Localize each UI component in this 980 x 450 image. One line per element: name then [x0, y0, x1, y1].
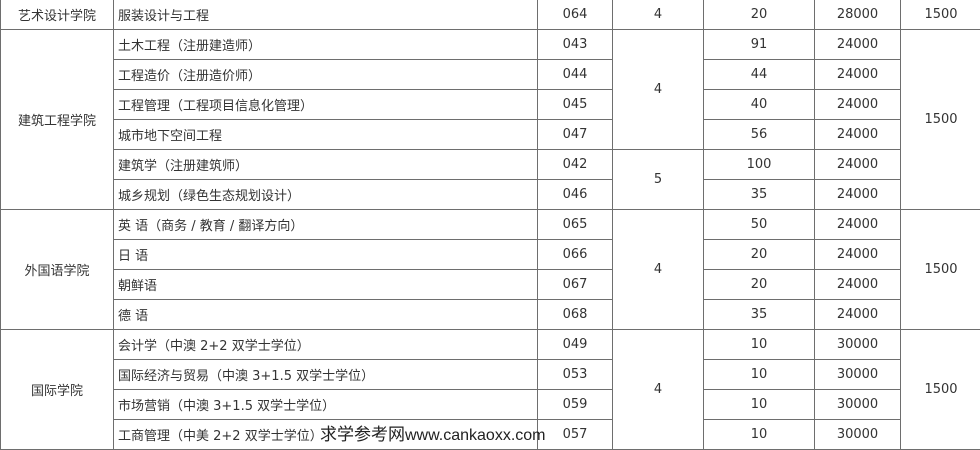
tuition-cell: 24000	[814, 269, 901, 300]
major-cell: 日 语	[113, 239, 538, 270]
tuition-cell: 24000	[814, 149, 901, 180]
fee-cell: 1500	[900, 329, 980, 450]
major-cell: 英 语（商务 / 教育 / 翻译方向）	[113, 209, 538, 240]
table-row: 城乡规划（绿色生态规划设计） 046 35 24000	[1, 179, 980, 210]
table-row: 市场营销（中澳 3+1.5 双学士学位） 059 10 30000	[1, 389, 980, 420]
college-cell: 外国语学院	[0, 209, 114, 330]
college-cell: 艺术设计学院	[0, 0, 114, 30]
code-cell: 043	[537, 29, 613, 60]
code-cell: 066	[537, 239, 613, 270]
tuition-cell: 28000	[814, 0, 901, 30]
tuition-cell: 24000	[814, 119, 901, 150]
table-row: 外国语学院英 语（商务 / 教育 / 翻译方向） 065 4 50 24000 1500	[0, 209, 980, 330]
table-row: 国际学院 会计学（中澳 2+2 双学士学位） 049 4 10 30000 1500	[0, 329, 980, 450]
tuition-cell: 24000	[814, 299, 901, 330]
fee-cell: 1500	[900, 0, 980, 30]
tuition-cell: 30000	[814, 359, 901, 390]
plan-cell: 100	[703, 149, 815, 180]
major-cell: 城市地下空间工程	[113, 119, 538, 150]
table-row: 国际经济与贸易（中澳 3+1.5 双学士学位） 053 10 30000	[1, 359, 980, 390]
plan-cell: 20	[703, 239, 815, 270]
tuition-cell: 24000	[814, 29, 901, 60]
watermark-site-name: 求学参考网	[320, 425, 405, 445]
code-cell: 067	[537, 269, 613, 300]
tuition-cell: 24000	[814, 209, 901, 240]
tuition-cell: 24000	[814, 59, 901, 90]
college-cell: 国际学院	[0, 329, 114, 450]
table-row: 建筑工程学院 土木工程（注册建造师） 043 4 91 24000 1500	[0, 29, 980, 210]
code-cell: 045	[537, 89, 613, 120]
major-cell: 建筑学（注册建筑师）	[113, 149, 538, 180]
code-cell: 053	[537, 359, 613, 390]
plan-cell: 44	[703, 59, 815, 90]
years-cell: 4	[612, 0, 704, 30]
code-cell: 044	[537, 59, 613, 90]
college-cell: 建筑工程学院	[0, 29, 114, 210]
plan-cell: 40	[703, 89, 815, 120]
major-cell: 土木工程（注册建造师）	[113, 29, 538, 60]
code-cell: 064	[537, 0, 613, 30]
plan-cell: 20	[703, 269, 815, 300]
code-cell: 068	[537, 299, 613, 330]
table-row: 朝鲜语 067 20 24000	[1, 269, 980, 300]
major-cell: 市场营销（中澳 3+1.5 双学士学位）	[113, 389, 538, 420]
table-row: 城市地下空间工程 047 56 24000	[1, 119, 980, 150]
plan-cell: 10	[703, 419, 815, 450]
tuition-cell: 30000	[814, 419, 901, 450]
code-cell: 046	[537, 179, 613, 210]
plan-cell: 20	[703, 0, 815, 30]
tuition-cell: 24000	[814, 239, 901, 270]
tuition-cell: 30000	[814, 389, 901, 420]
major-cell: 工程管理（工程项目信息化管理）	[113, 89, 538, 120]
table-row: 建筑学（注册建筑师） 042 5 100 24000	[1, 149, 980, 210]
plan-cell: 10	[703, 389, 815, 420]
years-cell: 5	[612, 149, 704, 210]
major-cell: 服装设计与工程	[113, 0, 538, 30]
table-row: 艺术设计学院 服装设计与工程 064 4 20 28000 1500	[0, 0, 980, 30]
major-cell: 德 语	[113, 299, 538, 330]
plan-cell: 50	[703, 209, 815, 240]
watermark: 求学参考网www.cankaoxx.com	[320, 424, 546, 446]
code-cell: 042	[537, 149, 613, 180]
code-cell: 065	[537, 209, 613, 240]
tuition-cell: 24000	[814, 89, 901, 120]
years-cell: 4	[612, 329, 704, 450]
table-row: 日 语 066 20 24000	[1, 239, 980, 270]
years-cell: 4	[612, 209, 704, 330]
plan-cell: 91	[703, 29, 815, 60]
fee-cell: 1500	[900, 29, 980, 210]
plan-cell: 35	[703, 299, 815, 330]
tuition-cell: 30000	[814, 329, 901, 360]
fee-cell: 1500	[900, 209, 980, 330]
major-cell: 会计学（中澳 2+2 双学士学位）	[113, 329, 538, 360]
major-cell: 朝鲜语	[113, 269, 538, 300]
table-row: 工程造价（注册造价师） 044 44 24000	[1, 59, 980, 90]
major-cell: 工程造价（注册造价师）	[113, 59, 538, 90]
years-cell: 4	[612, 29, 704, 150]
plan-cell: 10	[703, 329, 815, 360]
table-row: 工程管理（工程项目信息化管理） 045 40 24000	[1, 89, 980, 120]
tuition-cell: 24000	[814, 179, 901, 210]
code-cell: 049	[537, 329, 613, 360]
major-cell: 城乡规划（绿色生态规划设计）	[113, 179, 538, 210]
major-cell: 国际经济与贸易（中澳 3+1.5 双学士学位）	[113, 359, 538, 390]
table-row: 工商管理（中美 2+2 双学士学位） 057 10 30000	[1, 419, 980, 450]
table-row: 德 语 068 35 24000	[1, 299, 980, 330]
plan-cell: 10	[703, 359, 815, 390]
code-cell: 057	[537, 419, 613, 450]
code-cell: 059	[537, 389, 613, 420]
major-cell: 工商管理（中美 2+2 双学士学位）	[113, 419, 538, 450]
watermark-url: www.cankaoxx.com	[405, 427, 546, 444]
plan-cell: 35	[703, 179, 815, 210]
code-cell: 047	[537, 119, 613, 150]
plan-cell: 56	[703, 119, 815, 150]
